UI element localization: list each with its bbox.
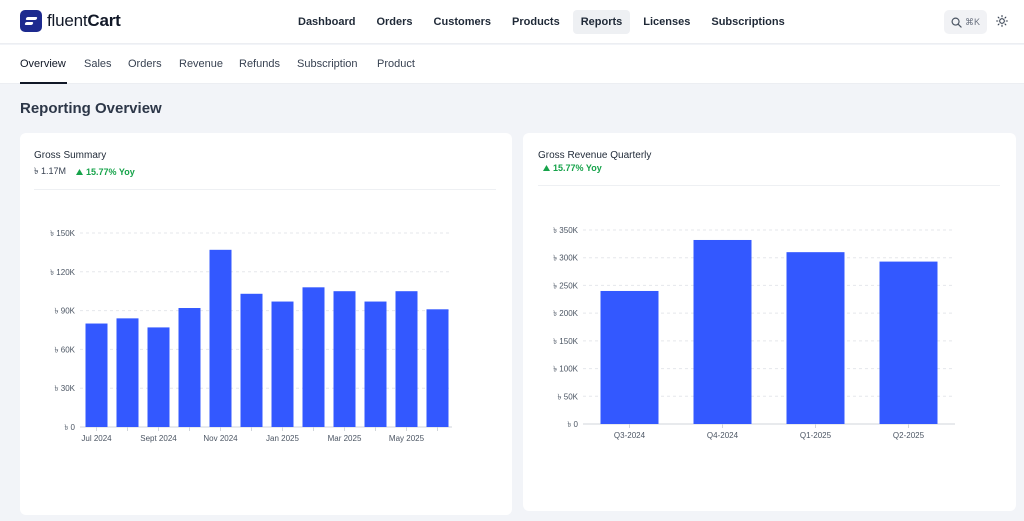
y-tick-label: ৳ 300K: [553, 254, 579, 263]
tab-sales[interactable]: Sales: [84, 58, 112, 70]
x-tick-label: Nov 2024: [203, 434, 238, 443]
gross-summary-chart: ৳ 0 ৳ 30K ৳ 60K ৳ 90K ৳ 120K ৳ 150K Jul 2024 Se…: [50, 229, 452, 443]
tab-product[interactable]: Product: [377, 58, 415, 70]
main-nav: Dashboard Orders Customers Products Repo…: [290, 10, 798, 34]
tab-overview[interactable]: Overview: [20, 58, 66, 70]
y-tick-label: ৳ 60K: [55, 345, 76, 354]
tab-refunds[interactable]: Refunds: [239, 58, 280, 70]
top-bar: fluentCart Dashboard Orders Customers Pr…: [0, 0, 1024, 44]
trend-up-icon: [543, 165, 550, 171]
gross-summary-card: Gross Summary ৳ 1.17M 15.77% Yoy ৳ 0 ৳ 30…: [20, 133, 512, 515]
nav-item-products[interactable]: Products: [512, 16, 560, 28]
y-tick-label: ৳ 100K: [553, 365, 579, 374]
y-tick-label: ৳ 0: [567, 420, 578, 429]
nav-item-licenses[interactable]: Licenses: [643, 16, 691, 28]
x-tick-label: Q4-2024: [707, 431, 739, 440]
bar[interactable]: [178, 308, 201, 427]
x-tick-label: Q3-2024: [614, 431, 646, 440]
y-tick-label: ৳ 350K: [553, 226, 579, 235]
gross-revenue-quarterly-chart: ৳ 0 ৳ 50K ৳ 100K ৳ 150K ৳ 200K ৳ 250K ৳ 300K ৳ …: [553, 226, 955, 440]
bar[interactable]: [426, 309, 449, 427]
y-tick-label: ৳ 90K: [55, 307, 76, 316]
y-tick-label: ৳ 200K: [553, 309, 579, 318]
x-tick-label: Jan 2025: [266, 434, 299, 443]
y-tick-label: ৳ 50K: [558, 392, 579, 401]
tab-revenue[interactable]: Revenue: [179, 58, 224, 70]
nav-item-dashboard[interactable]: Dashboard: [298, 16, 356, 28]
nav-item-subscriptions[interactable]: Subscriptions: [711, 16, 785, 28]
card-title: Gross Revenue Quarterly: [538, 150, 652, 161]
bar[interactable]: [693, 239, 752, 424]
card-title: Gross Summary: [34, 150, 107, 161]
bar[interactable]: [364, 301, 387, 427]
tab-subscription[interactable]: Subscription: [297, 58, 358, 70]
page-title: Reporting Overview: [20, 100, 162, 117]
brand-name-light: fluent: [47, 11, 88, 30]
card-divider: [34, 189, 496, 190]
bar[interactable]: [786, 252, 845, 424]
x-tick-label: Jul 2024: [81, 434, 112, 443]
y-tick-label: ৳ 150K: [50, 229, 76, 238]
yoy-change: 15.77% Yoy: [86, 166, 135, 177]
sun-icon: [996, 15, 1008, 27]
y-tick-label: ৳ 150K: [553, 337, 579, 346]
bar[interactable]: [147, 327, 170, 427]
active-tab-indicator: [20, 82, 67, 84]
gross-value: ৳ 1.17M: [34, 166, 66, 176]
nav-item-orders[interactable]: Orders: [376, 16, 413, 28]
nav-item-reports[interactable]: Reports: [572, 10, 631, 34]
theme-toggle-button[interactable]: [993, 12, 1011, 30]
x-tick-label: Q2-2025: [893, 431, 925, 440]
x-tick-label: May 2025: [389, 434, 425, 443]
bar[interactable]: [240, 293, 263, 427]
x-tick-label: Q1-2025: [800, 431, 832, 440]
brand-logo[interactable]: fluentCart: [20, 10, 121, 32]
report-tabs: Overview Sales Orders Revenue Refunds Su…: [0, 45, 1024, 84]
bar[interactable]: [116, 318, 139, 427]
card-metrics: 15.77% Yoy: [543, 163, 602, 173]
trend-up-icon: [76, 168, 83, 175]
fluentcart-logo-icon: [20, 10, 42, 32]
brand-name-bold: Cart: [87, 11, 121, 30]
y-tick-label: ৳ 120K: [50, 268, 76, 277]
bar[interactable]: [302, 287, 325, 427]
y-tick-label: ৳ 250K: [553, 281, 579, 290]
gross-revenue-quarterly-card: Gross Revenue Quarterly 15.77% Yoy ৳ 0 ৳ …: [523, 133, 1016, 511]
yoy-change: 15.77% Yoy: [553, 163, 602, 173]
brand-name: fluentCart: [47, 11, 121, 31]
search-button[interactable]: ⌘K: [944, 10, 987, 34]
bar[interactable]: [85, 323, 108, 427]
y-tick-label: ৳ 30K: [55, 384, 76, 393]
search-icon: [951, 17, 962, 28]
bar[interactable]: [879, 261, 938, 424]
bar[interactable]: [209, 249, 232, 427]
search-shortcut: ⌘K: [964, 16, 980, 27]
card-divider: [538, 185, 1000, 186]
tab-orders[interactable]: Orders: [128, 58, 162, 70]
bar[interactable]: [271, 301, 294, 427]
y-tick-label: ৳ 0: [64, 423, 75, 432]
bar[interactable]: [600, 290, 659, 424]
bar[interactable]: [333, 291, 356, 427]
bar[interactable]: [395, 291, 418, 427]
x-tick-label: Sept 2024: [140, 434, 177, 443]
x-tick-label: Mar 2025: [328, 434, 362, 443]
card-metrics: ৳ 1.17M 15.77% Yoy: [34, 164, 135, 179]
nav-item-customers[interactable]: Customers: [433, 16, 492, 28]
